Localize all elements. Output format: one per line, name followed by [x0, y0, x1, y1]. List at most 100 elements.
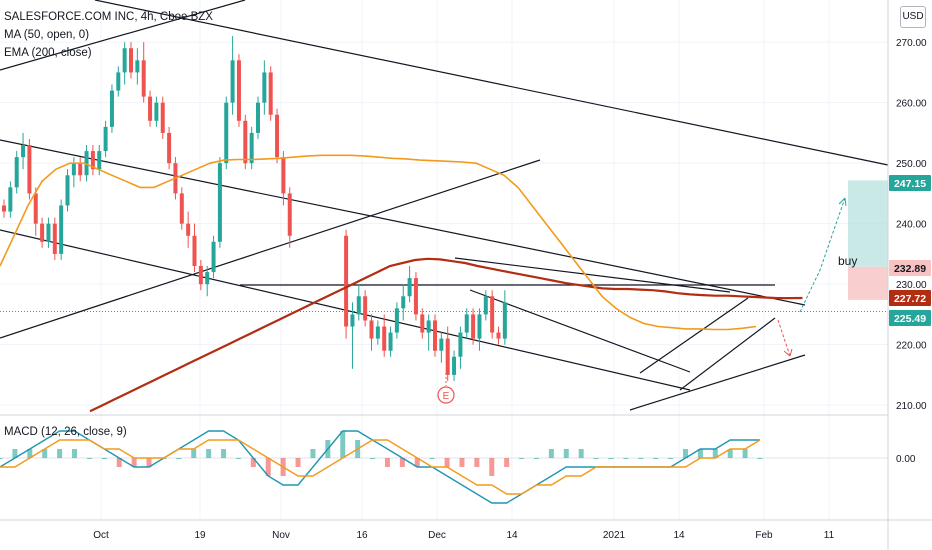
candle-body — [388, 332, 393, 351]
macd-legend[interactable]: MACD (12, 26, close, 9) — [4, 426, 127, 438]
price-badge-ema — [889, 290, 931, 306]
candle-body — [141, 60, 146, 97]
candle-body — [471, 314, 476, 339]
trendline — [629, 354, 806, 411]
earnings-label: E — [443, 391, 450, 402]
trendline — [0, 0, 246, 71]
candle-body — [205, 272, 210, 285]
candle-body — [236, 60, 241, 121]
candle-body — [369, 320, 374, 339]
price-badge-label: 247.15 — [894, 178, 926, 190]
projection-arrows — [777, 197, 847, 357]
price-badge-label: 227.72 — [894, 293, 926, 305]
macd-histogram-bar — [176, 458, 182, 459]
macd-histogram-bar — [399, 458, 405, 467]
candle-body — [217, 163, 222, 242]
macd-histogram-bar — [384, 458, 390, 467]
trendline — [679, 317, 776, 391]
moving-averages — [0, 154, 803, 413]
ma50-legend[interactable]: MA (50, open, 0) — [4, 29, 90, 41]
candle-body — [477, 314, 482, 339]
macd-histogram-bar — [131, 458, 137, 467]
macd-histogram-bar — [42, 449, 48, 458]
candle-body — [268, 72, 273, 115]
time-tick-label: 11 — [824, 530, 835, 541]
macd-histogram-bar — [221, 449, 227, 458]
candle-body — [458, 332, 463, 357]
candle-body — [21, 145, 26, 158]
candle-body — [167, 132, 172, 164]
macd-histogram-bar — [72, 449, 78, 458]
macd-histogram-bar — [414, 458, 420, 467]
trendline — [639, 297, 749, 374]
macd-histogram-bar — [578, 449, 584, 458]
candle-body — [490, 296, 495, 333]
candle-body — [103, 126, 108, 152]
candle-body — [363, 296, 368, 321]
macd-histogram-bar — [101, 458, 107, 459]
candle-body — [407, 278, 412, 297]
candle-body — [192, 235, 197, 267]
macd-histogram-bar — [235, 458, 241, 459]
currency-button[interactable]: USD — [900, 6, 926, 28]
macd-histogram-bar — [474, 458, 480, 467]
macd-histogram-bar — [563, 449, 569, 458]
target-arrow — [799, 197, 846, 313]
ema200-legend[interactable]: EMA (200, close) — [4, 47, 92, 59]
price-tick-label: 220.00 — [896, 341, 927, 352]
candle-body — [420, 314, 425, 333]
time-tick-label: 14 — [673, 530, 685, 541]
candle-body — [40, 223, 45, 242]
candle-body — [350, 314, 355, 327]
macd-histogram-bar — [548, 449, 554, 458]
macd-histogram-bar — [459, 458, 465, 467]
candle-body — [198, 266, 203, 285]
candle-body — [249, 132, 254, 164]
macd-histogram-bar — [310, 449, 316, 458]
trendline — [94, 0, 889, 166]
macd-histogram-bar — [370, 458, 376, 459]
candle-body — [179, 193, 184, 224]
earnings-marker[interactable]: E — [437, 373, 455, 404]
macd-histogram-bar — [146, 458, 152, 467]
macd-histogram-bar — [116, 458, 122, 467]
macd-histogram-bar — [295, 458, 301, 467]
macd-histogram-bar — [727, 449, 733, 458]
macd-histogram-bar — [742, 449, 748, 458]
candle-body — [46, 223, 51, 242]
candle-body — [394, 308, 399, 333]
time-tick-label: Dec — [428, 530, 446, 541]
candle-body — [78, 163, 83, 176]
candle-body — [65, 175, 70, 206]
trendline — [454, 257, 731, 293]
candle-body — [483, 296, 488, 315]
candle-body — [439, 338, 444, 351]
macd-histogram-bar — [653, 458, 659, 459]
time-tick-label: 16 — [356, 530, 368, 541]
candle-body — [287, 193, 292, 236]
target-arrowhead — [838, 197, 847, 207]
candle-body — [426, 320, 431, 333]
candle-body — [433, 320, 437, 351]
candle-body — [281, 157, 286, 194]
candle-body — [445, 338, 450, 375]
candle-body — [52, 223, 57, 254]
macd-histogram-bar — [623, 458, 629, 459]
candle-body — [71, 163, 76, 176]
macd-histogram-bar — [593, 458, 599, 459]
macd-histogram-bar — [206, 449, 212, 458]
macd-histogram-bar — [712, 449, 718, 458]
macd-histogram-bar — [682, 449, 688, 458]
candle-body — [2, 205, 6, 212]
candle-body — [243, 120, 248, 164]
candle-body — [160, 102, 165, 133]
candle-body — [344, 235, 349, 327]
trendlines — [0, 0, 889, 411]
candle-body — [116, 72, 121, 91]
time-tick-label: 19 — [194, 530, 206, 541]
macd-histogram-bar — [250, 458, 256, 467]
candle-body — [502, 302, 507, 339]
candlestick-series — [2, 36, 507, 381]
